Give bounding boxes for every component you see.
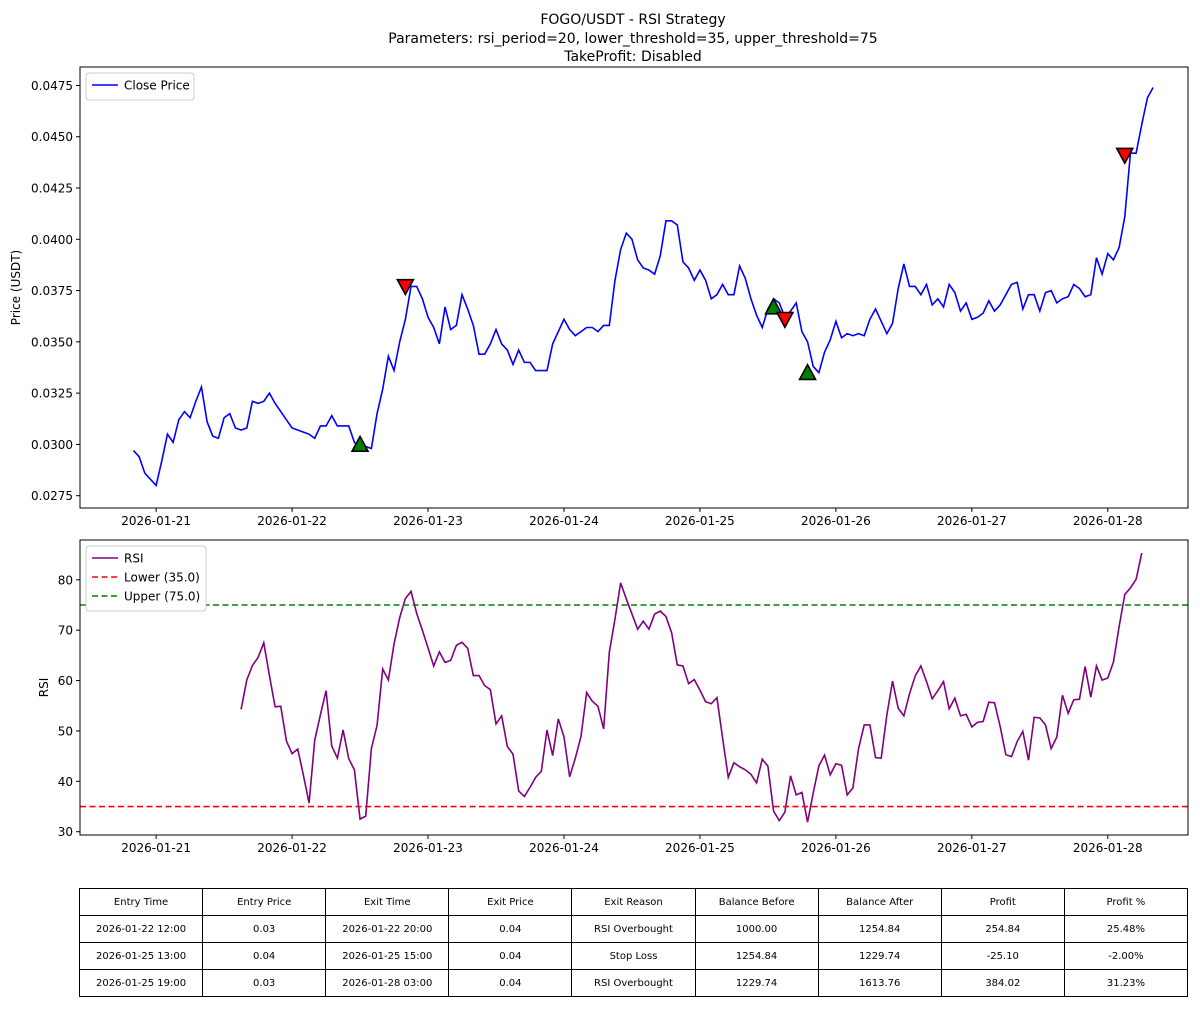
y-tick-label: 0.0350 [31, 335, 73, 349]
table-cell: 254.84 [940, 915, 1065, 943]
x-tick-label: 2026-01-23 [393, 841, 463, 855]
x-tick-label: 2026-01-27 [937, 841, 1007, 855]
table-cell: -2.00% [1063, 942, 1189, 970]
y-tick-label: 0.0375 [31, 284, 73, 298]
x-tick-label: 2026-01-21 [121, 514, 191, 528]
legend-label: Lower (35.0) [124, 571, 200, 585]
table-cell: 0.04 [448, 942, 573, 970]
table-cell: 1229.74 [817, 942, 942, 970]
table-cell: RSI Overbought [571, 915, 696, 943]
legend-label: RSI [124, 552, 144, 566]
price-panel: 2026-01-21 2026-01-22 2026-01-23 2026-01-24… [9, 66, 1189, 528]
x-tick-label: 2026-01-24 [529, 514, 599, 528]
y-axis-label: RSI [37, 678, 51, 698]
table-cell: 1254.84 [694, 942, 819, 970]
axes-frame-1 [79, 539, 1189, 836]
x-tick-label: 2026-01-22 [257, 841, 327, 855]
x-tick-label: 2026-01-28 [1073, 514, 1143, 528]
y-axis-label: Price (USDT) [9, 250, 23, 325]
rsi-panel: 2026-01-21 2026-01-22 2026-01-23 2026-01-24… [37, 539, 1189, 855]
trades-table-header: Entry Time Entry Price Exit Time Exit Price… [78, 888, 1189, 916]
x-tick-label: 2026-01-25 [665, 841, 735, 855]
x-tick-label: 2026-01-21 [121, 841, 191, 855]
sell-marker-1 [396, 278, 415, 297]
table-cell: 0.04 [202, 942, 327, 970]
table-cell: 1254.84 [817, 915, 942, 943]
chart-subtitle-parameters: Parameters: rsi_period=20, lower_thresho… [388, 31, 877, 47]
trades-table: Entry Time Entry Price Exit Time Exit Price… [78, 888, 1189, 997]
table-cell: 2026-01-22 12:00 [78, 915, 204, 943]
table-row: 2026-01-25 19:00 0.03 2026-01-28 03:00 0.04… [78, 969, 1189, 997]
table-row: 2026-01-22 12:00 0.03 2026-01-22 20:00 0.04… [78, 915, 1189, 943]
column-header: Profit % [1063, 888, 1189, 916]
x-tick-label: 2026-01-22 [257, 514, 327, 528]
table-cell: 31.23% [1063, 969, 1189, 997]
trades-table-body: 2026-01-22 12:00 0.03 2026-01-22 20:00 0.04… [78, 915, 1189, 997]
column-header: Entry Price [202, 888, 327, 916]
x-tick-label: 2026-01-23 [393, 514, 463, 528]
y-tick-label: 0.0425 [31, 182, 73, 196]
y-tick-label: 30 [58, 825, 73, 839]
table-cell: -25.10 [940, 942, 1065, 970]
y-tick-label: 0.0325 [31, 387, 73, 401]
sell-marker-5 [1115, 147, 1135, 165]
table-cell: 1613.76 [817, 969, 942, 997]
table-cell: 0.03 [202, 969, 327, 997]
y-tick-label: 0.0275 [31, 489, 73, 503]
x-tick-label: 2026-01-26 [801, 514, 871, 528]
column-header: Exit Price [448, 888, 573, 916]
x-tick-label: 2026-01-25 [665, 514, 735, 528]
x-tick-label: 2026-01-24 [529, 841, 599, 855]
legend-label: Upper (75.0) [124, 590, 200, 604]
table-row: 2026-01-25 13:00 0.04 2026-01-25 15:00 0.04… [78, 942, 1189, 970]
y-tick-label: 60 [58, 674, 73, 688]
chart-subtitle-takeprofit: TakeProfit: Disabled [563, 49, 702, 65]
x-tick-label: 2026-01-27 [937, 514, 1007, 528]
y-tick-label: 70 [58, 624, 73, 638]
table-cell: 2026-01-28 03:00 [325, 969, 450, 997]
y-tick-label: 0.0300 [31, 438, 73, 452]
column-header: Exit Time [325, 888, 450, 916]
buy-marker-2 [764, 297, 783, 315]
table-cell: 2026-01-25 19:00 [78, 969, 204, 997]
column-header: Balance After [817, 888, 942, 916]
chart-title: FOGO/USDT - RSI Strategy [540, 12, 725, 28]
sell-marker-3 [775, 311, 795, 329]
series-line-0-0 [132, 87, 1154, 488]
axes-frame-0 [79, 66, 1189, 509]
y-tick-label: 0.0400 [31, 233, 73, 247]
y-tick-label: 50 [58, 724, 73, 738]
buy-marker-4 [798, 362, 817, 381]
buy-marker-0 [350, 434, 370, 453]
y-tick-label: 40 [58, 775, 73, 789]
table-cell: 2026-01-25 13:00 [78, 942, 204, 970]
table-cell: Stop Loss [571, 942, 696, 970]
table-cell: 0.04 [448, 969, 573, 997]
x-tick-label: 2026-01-28 [1073, 841, 1143, 855]
table-cell: 2026-01-25 15:00 [325, 942, 450, 970]
table-cell: RSI Overbought [571, 969, 696, 997]
figure: FOGO/USDT - RSI Strategy Parameters: rsi… [9, 12, 1189, 855]
legend-label: Close Price [124, 79, 190, 93]
column-header: Profit [940, 888, 1065, 916]
table-cell: 2026-01-22 20:00 [325, 915, 450, 943]
column-header: Entry Time [78, 888, 204, 916]
y-tick-label: 80 [58, 573, 73, 587]
table-cell: 0.04 [448, 915, 573, 943]
series-line-1-0 [240, 552, 1143, 823]
y-tick-label: 0.0475 [31, 79, 73, 93]
legend: Close Price [85, 72, 195, 101]
table-cell: 1000.00 [694, 915, 819, 943]
column-header: Balance Before [694, 888, 819, 916]
table-cell: 1229.74 [694, 969, 819, 997]
y-tick-label: 0.0450 [31, 130, 73, 144]
column-header: Exit Reason [571, 888, 696, 916]
table-cell: 25.48% [1063, 915, 1189, 943]
legend: RSI Lower (35.0) Upper (75.0) [85, 545, 207, 612]
table-cell: 0.03 [202, 915, 327, 943]
x-tick-label: 2026-01-26 [801, 841, 871, 855]
table-cell: 384.02 [940, 969, 1065, 997]
